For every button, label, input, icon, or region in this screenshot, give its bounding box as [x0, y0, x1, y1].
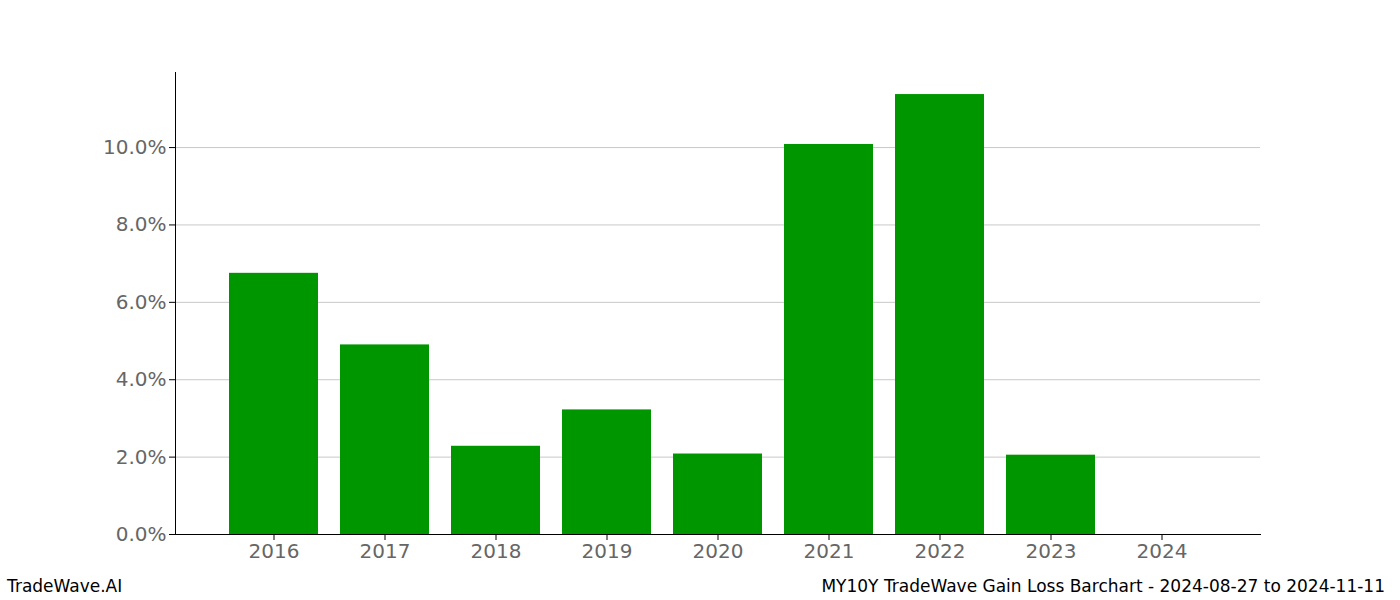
svg-text:2018: 2018	[471, 539, 522, 563]
svg-text:8.0%: 8.0%	[116, 212, 167, 236]
svg-text:2019: 2019	[582, 539, 633, 563]
svg-text:2023: 2023	[1026, 539, 1077, 563]
svg-text:2020: 2020	[693, 539, 744, 563]
svg-text:2.0%: 2.0%	[116, 445, 167, 469]
html-text:MY10Y TradeWave Gain Loss Barc: MY10Y TradeWave Gain Loss Barchart - 202…	[821, 576, 1385, 596]
svg-text:6.0%: 6.0%	[116, 290, 167, 314]
svg-text:2016: 2016	[249, 539, 300, 563]
svg-text:2021: 2021	[804, 539, 855, 563]
svg-text:10.0%: 10.0%	[103, 135, 167, 159]
svg-text:4.0%: 4.0%	[116, 367, 167, 391]
svg-text:2017: 2017	[360, 539, 411, 563]
svg-text:0.0%: 0.0%	[116, 522, 167, 546]
svg-text:2024: 2024	[1137, 539, 1188, 563]
html-text:TradeWave.AI: TradeWave.AI	[7, 576, 123, 596]
svg-text:2022: 2022	[915, 539, 966, 563]
